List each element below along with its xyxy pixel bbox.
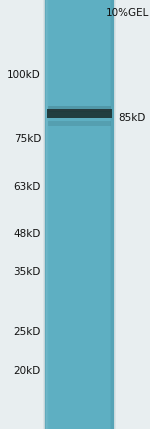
Bar	[47, 109, 112, 118]
Text: 100kD: 100kD	[7, 70, 41, 80]
Text: 85kD: 85kD	[118, 113, 145, 123]
Bar	[113, 0, 114, 429]
Bar	[43, 0, 45, 429]
Text: 10%GEL: 10%GEL	[106, 8, 149, 18]
Bar	[45, 0, 46, 429]
Text: 63kD: 63kD	[14, 181, 41, 192]
Bar	[48, 106, 111, 112]
Text: 75kD: 75kD	[14, 134, 41, 145]
Text: 35kD: 35kD	[14, 267, 41, 278]
Bar	[111, 0, 112, 429]
Text: 25kD: 25kD	[14, 327, 41, 338]
Bar	[44, 0, 45, 429]
Bar	[112, 0, 114, 429]
Bar	[49, 109, 110, 112]
Text: 48kD: 48kD	[14, 229, 41, 239]
Text: 20kD: 20kD	[14, 366, 41, 376]
Bar	[46, 0, 48, 429]
Bar	[48, 121, 111, 126]
Bar	[47, 0, 48, 429]
Bar	[110, 0, 111, 429]
Bar	[45, 0, 114, 429]
Bar	[114, 0, 116, 429]
